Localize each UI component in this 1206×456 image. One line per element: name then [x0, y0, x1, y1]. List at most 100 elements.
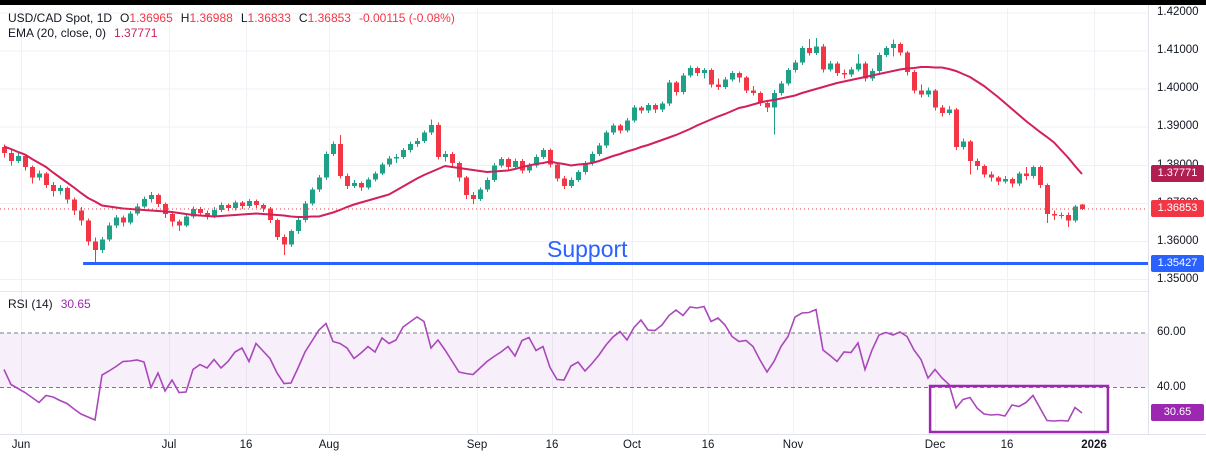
close-label: C: [298, 11, 308, 25]
candle-body: [121, 217, 126, 223]
candle-body: [450, 154, 455, 163]
candle-body: [814, 46, 819, 53]
candle-body: [919, 90, 924, 95]
candle-body: [394, 157, 399, 159]
candle-body: [569, 180, 574, 186]
candle-body: [807, 48, 812, 53]
candle-body: [345, 176, 350, 186]
candle-body: [604, 132, 609, 146]
candle-body: [219, 205, 224, 210]
candle-body: [779, 83, 784, 93]
candle-body: [639, 107, 644, 111]
ema-value-badge: 1.37771: [1151, 165, 1204, 182]
candle-body: [51, 185, 56, 191]
candle-body: [786, 70, 791, 84]
time-axis[interactable]: Jun Jul 16 Aug Sep 16 Oct 16 Nov Dec 16 2026: [0, 434, 1206, 456]
candle-body: [65, 188, 70, 200]
price-axis-label: 1.36000: [1157, 234, 1199, 247]
candle-body: [947, 109, 952, 113]
candle-body: [1052, 214, 1057, 216]
last-price-badge: 1.36853: [1151, 200, 1204, 217]
candle-body: [877, 55, 882, 71]
candle-body: [674, 82, 679, 92]
symbol-legend[interactable]: USD/CAD Spot, 1D O1.36965 H1.36988 L1.36833…: [8, 11, 455, 25]
candle-body: [86, 220, 91, 242]
candle-body: [555, 164, 560, 179]
candle-body: [982, 166, 987, 175]
price-axis-label: 1.42000: [1157, 6, 1199, 18]
candle-body: [996, 177, 1001, 182]
candle-body: [443, 154, 448, 157]
rsi-legend[interactable]: RSI (14) 30.65: [8, 297, 91, 311]
candle-body: [933, 90, 938, 108]
pane-divider[interactable]: [0, 291, 1206, 292]
support-annotation-label[interactable]: Support: [547, 236, 628, 262]
rsi-axis-label: 60.00: [1157, 326, 1186, 338]
candle-body: [359, 183, 364, 188]
rsi-band: [0, 333, 1148, 388]
candle-body: [968, 141, 973, 161]
candle-body: [387, 158, 392, 165]
candle-body: [380, 164, 385, 174]
candle-body: [142, 199, 147, 207]
candle-body: [905, 52, 910, 72]
time-axis-tick: Dec: [924, 439, 946, 451]
time-axis-tick: Jul: [161, 439, 177, 451]
clipped-browser-bar: [0, 0, 1206, 5]
candle-body: [1073, 206, 1078, 221]
candle-body: [226, 205, 231, 208]
rsi-highlight-box[interactable]: [928, 384, 1110, 434]
ema-label[interactable]: EMA (20, close, 0): [8, 26, 107, 40]
candle-body: [324, 154, 329, 178]
candle-body: [520, 161, 525, 171]
candle-body: [835, 63, 840, 73]
time-axis-tick: Aug: [318, 439, 340, 451]
candle-body: [478, 189, 483, 199]
candle-body: [688, 68, 693, 76]
candle-body: [1031, 167, 1036, 176]
candle-body: [562, 178, 567, 186]
support-price-badge: 1.35427: [1151, 254, 1204, 272]
candle-body: [940, 107, 945, 113]
open-label: O: [120, 11, 130, 25]
candle-body: [793, 62, 798, 70]
candle-body: [191, 209, 196, 217]
candle-body: [72, 199, 77, 211]
candle-body: [401, 150, 406, 157]
open-value: 1.36965: [129, 11, 173, 25]
candle-body: [366, 179, 371, 188]
candle-body: [800, 48, 805, 63]
candle-body: [373, 173, 378, 180]
candle-body: [730, 73, 735, 80]
rsi-line[interactable]: [3, 305, 1083, 422]
time-axis-tick: 2026: [1081, 439, 1107, 451]
price-axis[interactable]: 1.420001.410001.400001.390001.380001.370…: [1148, 5, 1206, 434]
candle-body: [723, 79, 728, 87]
candle-body: [156, 195, 161, 204]
candle-body: [282, 237, 287, 245]
ema-legend[interactable]: EMA (20, close, 0) 1.37771: [8, 26, 157, 40]
candle-body: [205, 213, 210, 216]
close-value: 1.36853: [307, 11, 351, 25]
candle-body: [989, 174, 994, 178]
candle-body: [2, 147, 7, 153]
candle-body: [492, 165, 497, 180]
candle-body: [464, 177, 469, 195]
candle-body: [317, 177, 322, 190]
candle-body: [471, 195, 476, 199]
candle-body: [352, 183, 357, 186]
candle-body: [891, 44, 896, 48]
candle-body: [240, 202, 245, 206]
candle-body: [44, 173, 49, 185]
candle-body: [408, 144, 413, 150]
candle-body: [961, 141, 966, 147]
symbol-title[interactable]: USD/CAD Spot, 1D: [8, 11, 113, 25]
ema-line[interactable]: [3, 66, 1083, 218]
candle-body: [1080, 204, 1085, 209]
candle-body: [611, 125, 616, 133]
change-value: -0.00115 (-0.08%): [358, 11, 455, 25]
candle-body: [9, 153, 14, 161]
rsi-label[interactable]: RSI (14): [8, 297, 53, 311]
time-axis-tick: Jun: [11, 439, 31, 451]
